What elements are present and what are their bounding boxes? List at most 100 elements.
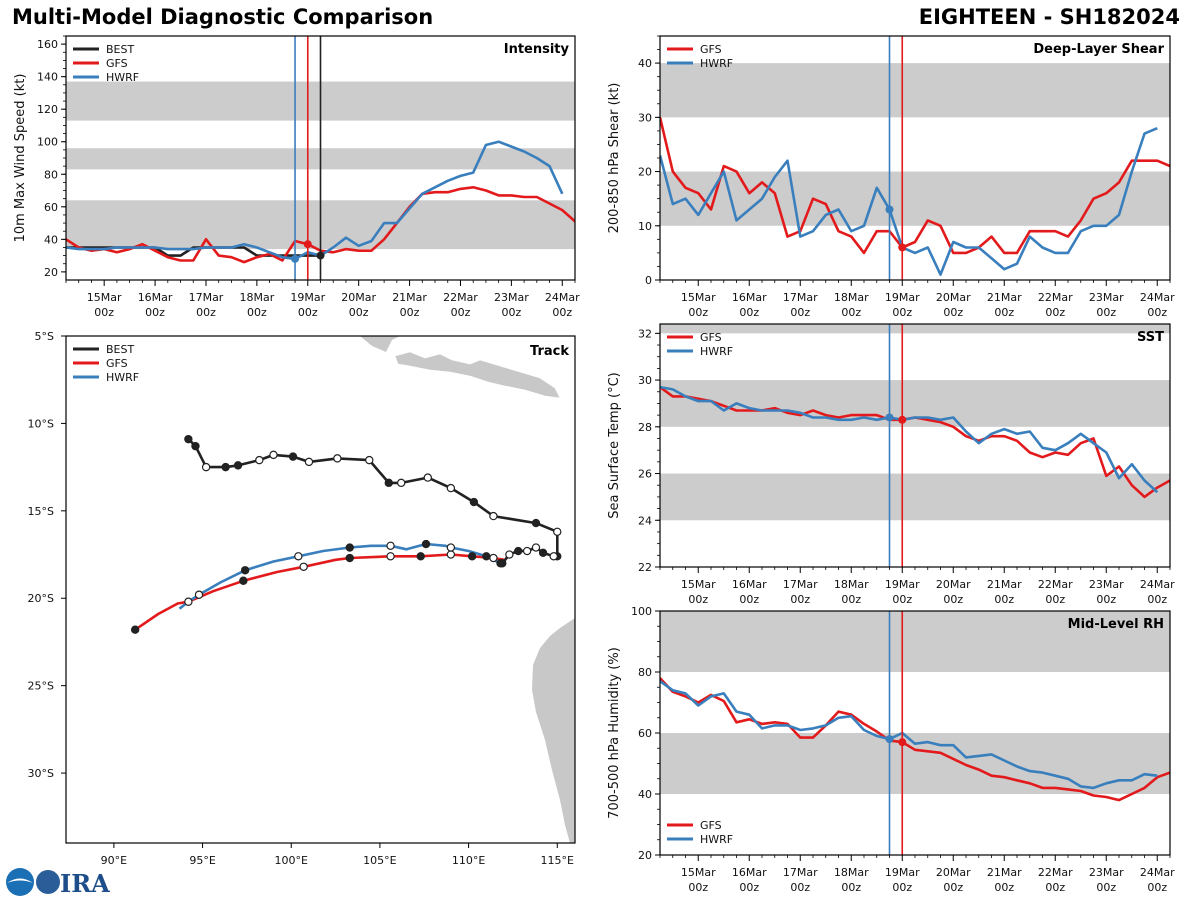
x-tick-label-hour: 00z — [739, 593, 759, 606]
y-axis-label: 700-500 hPa Humidity (%) — [607, 647, 622, 819]
y-tick-label: 80 — [44, 168, 58, 181]
x-tick-label-hour: 00z — [994, 593, 1014, 606]
x-tick-label-date: 15Mar — [87, 291, 122, 304]
track-point-best — [522, 546, 532, 556]
track-point-best — [423, 473, 432, 482]
x-tick-label-hour: 00z — [145, 306, 165, 319]
x-tick-label-date: 23Mar — [1089, 291, 1124, 304]
x-tick-label-date: 18Mar — [239, 291, 274, 304]
noaa-cira-logo: IRA — [6, 868, 110, 898]
track-point-best — [333, 454, 342, 463]
shaded-band — [660, 171, 1170, 226]
shaded-band — [660, 63, 1170, 118]
x-tick-label-hour: 00z — [688, 306, 708, 319]
x-tick-label-date: 23Mar — [494, 291, 529, 304]
track-point-gfs — [345, 553, 354, 563]
x-tick-label: 90°E — [101, 854, 127, 867]
track-line-gfs — [134, 553, 505, 631]
x-tick-label-date: 17Mar — [783, 291, 818, 304]
axes-frame — [659, 323, 1171, 568]
track-point-best — [201, 462, 211, 472]
plot-area — [660, 324, 1170, 567]
x-tick-label-hour: 00z — [1147, 593, 1167, 606]
x-tick-label-date: 23Mar — [1089, 866, 1124, 879]
x-tick-label-date: 19Mar — [885, 578, 920, 591]
panel-rh: 20 40 60 80 100 15Mar 00z 16Mar 00z 17Mar 00z 18Mar… — [607, 605, 1175, 894]
x-tick-label-hour: 00z — [943, 306, 963, 319]
shaded-band — [660, 473, 1170, 521]
init-marker-best — [316, 251, 325, 260]
panel-title: SST — [1137, 330, 1164, 345]
x-tick-label-hour: 00z — [1045, 593, 1065, 606]
init-marker-gfs — [898, 738, 907, 747]
track-point-hwrf — [386, 541, 395, 550]
x-tick-label: 110°E — [452, 854, 485, 867]
x-tick-label-date: 18Mar — [834, 578, 869, 591]
track-point-best — [304, 457, 314, 467]
x-tick-label-date: 19Mar — [885, 291, 920, 304]
legend-label-best: BEST — [106, 43, 134, 56]
track-point-gfs — [446, 550, 456, 559]
track-point-best — [269, 450, 278, 460]
x-tick-label-hour: 00z — [1147, 881, 1167, 894]
y-tick-label: 10 — [638, 220, 652, 233]
x-tick-label-date: 17Mar — [189, 291, 224, 304]
x-tick-label-hour: 00z — [892, 306, 912, 319]
x-tick-label-hour: 00z — [790, 881, 810, 894]
x-tick-label-date: 22Mar — [1038, 578, 1073, 591]
panel-shear: 0 10 20 30 40 15Mar 00z 16Mar 00z 17Mar 00z 18Mar 00… — [607, 35, 1175, 319]
x-tick-label-date: 16Mar — [732, 291, 767, 304]
x-tick-label-hour: 00z — [94, 306, 114, 319]
y-tick-label: 20 — [44, 266, 58, 279]
x-tick-label-date: 17Mar — [783, 866, 818, 879]
figure-title: Multi-Model Diagnostic Comparison — [12, 5, 434, 29]
y-tick-label: 100 — [631, 605, 652, 618]
x-tick-label-hour: 00z — [688, 881, 708, 894]
track-point-hwrf — [482, 552, 491, 561]
track-point-gfs — [467, 552, 477, 561]
shaded-band — [660, 324, 1170, 334]
x-tick-label-hour: 00z — [790, 593, 810, 606]
x-tick-label-date: 16Mar — [732, 578, 767, 591]
y-axis-label: 200-850 hPa Shear (kt) — [607, 83, 622, 234]
y-tick-label: 60 — [44, 201, 58, 214]
x-tick-label-date: 18Mar — [834, 291, 869, 304]
track-point-best — [489, 511, 498, 521]
x-tick-label-date: 17Mar — [783, 578, 818, 591]
land-java — [394, 351, 561, 399]
cira-globe-icon — [36, 870, 60, 894]
x-tick-label-date: 24Mar — [1140, 291, 1175, 304]
track-point-best — [469, 497, 479, 507]
noaa-logo-icon — [6, 868, 34, 896]
panel-title: Mid-Level RH — [1068, 617, 1164, 632]
y-tick-label: 20 — [638, 849, 652, 862]
legend-label-hwrf: HWRF — [106, 371, 139, 384]
x-tick-label-hour: 00z — [688, 593, 708, 606]
legend-label-gfs: GFS — [106, 57, 128, 70]
x-tick-label-date: 18Mar — [834, 866, 869, 879]
legend-label-hwrf: HWRF — [700, 345, 733, 358]
x-tick-label-date: 15Mar — [681, 578, 716, 591]
y-axis-label: Sea Surface Temp (°C) — [607, 372, 622, 519]
x-tick-label-hour: 00z — [552, 306, 572, 319]
y-tick-label: 28 — [638, 421, 652, 434]
track-point-best — [396, 478, 406, 488]
series-line-gfs — [660, 677, 1170, 802]
x-tick-label-date: 22Mar — [443, 291, 478, 304]
x-tick-label-date: 23Mar — [1089, 578, 1124, 591]
track-point-best — [553, 527, 562, 537]
map-area — [130, 336, 575, 843]
x-tick-label-date: 22Mar — [1038, 866, 1073, 879]
init-marker-gfs — [303, 240, 312, 249]
x-tick-label-date: 19Mar — [290, 291, 325, 304]
y-tick-label: 20°S — [28, 592, 54, 605]
land-australia — [532, 618, 575, 843]
track-point-gfs — [239, 576, 248, 585]
legend-label-hwrf: HWRF — [106, 71, 139, 84]
panel-title: Deep-Layer Shear — [1033, 42, 1164, 57]
x-tick-label-hour: 00z — [196, 306, 216, 319]
init-marker-hwrf — [291, 254, 300, 263]
y-tick-label: 15°S — [28, 505, 54, 518]
y-tick-label: 20 — [638, 166, 652, 179]
